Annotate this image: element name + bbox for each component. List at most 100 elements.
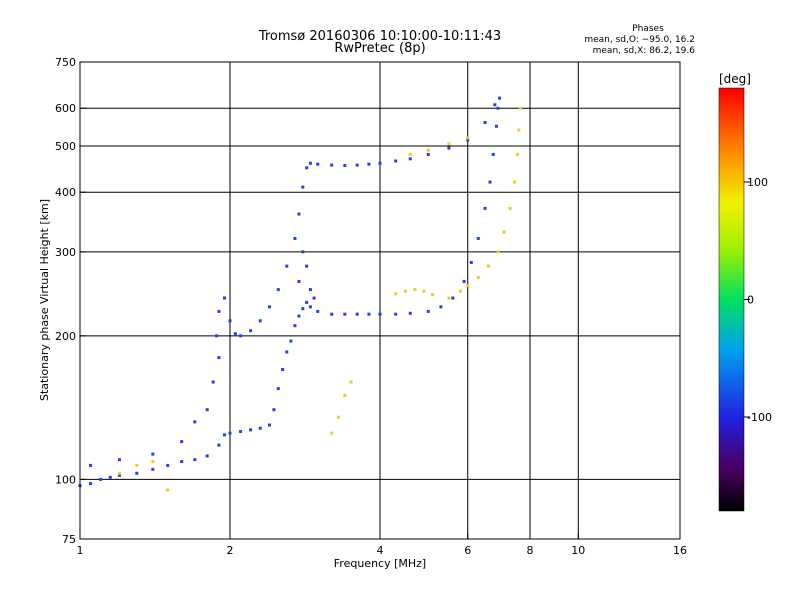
data-point <box>394 159 398 163</box>
data-point <box>458 289 462 293</box>
data-point <box>151 460 155 464</box>
data-point <box>228 431 232 435</box>
data-point <box>367 162 371 166</box>
data-point <box>301 185 305 189</box>
chart-subtitle: RwPretec (8p) <box>334 41 425 56</box>
data-point <box>343 312 347 316</box>
data-point <box>426 309 430 313</box>
data-point <box>422 289 426 293</box>
colorbar-tick-label: 0 <box>747 294 754 307</box>
colorbar-ticks: 100 0 -100 <box>744 176 772 424</box>
chart-title: Tromsø 20160306 10:10:00-10:11:43 <box>258 29 501 44</box>
data-point <box>330 163 334 167</box>
data-point <box>488 180 492 184</box>
data-point <box>239 430 243 434</box>
data-point <box>239 334 243 338</box>
data-point <box>496 250 500 254</box>
data-point <box>517 128 521 132</box>
data-point <box>151 467 155 471</box>
data-point <box>267 305 271 309</box>
data-point <box>276 387 280 391</box>
data-points <box>78 96 522 492</box>
data-point <box>447 142 451 146</box>
data-point <box>343 164 347 168</box>
data-point <box>258 426 262 430</box>
data-point <box>355 312 359 316</box>
data-point <box>205 408 209 412</box>
data-point <box>439 305 443 309</box>
data-point <box>469 260 473 264</box>
data-point <box>486 264 490 268</box>
data-point <box>336 415 340 419</box>
data-point <box>108 475 112 479</box>
colorbar <box>718 87 745 512</box>
data-point <box>301 250 305 254</box>
data-point <box>408 152 412 156</box>
data-point <box>233 332 237 336</box>
data-point <box>476 236 480 240</box>
data-point <box>330 312 334 316</box>
data-point <box>297 314 301 318</box>
data-point <box>408 311 412 315</box>
data-point <box>211 380 215 384</box>
data-point <box>515 152 519 156</box>
x-tick-label: 10 <box>571 544 585 557</box>
data-point <box>508 206 512 210</box>
data-point <box>249 428 253 432</box>
data-point <box>408 157 412 161</box>
data-point <box>217 443 221 447</box>
data-point <box>451 296 455 300</box>
data-point <box>285 264 289 268</box>
data-point <box>99 477 103 481</box>
data-point <box>205 454 209 458</box>
y-tick-label: 600 <box>55 102 76 115</box>
data-point <box>483 121 487 125</box>
data-point <box>223 433 227 437</box>
data-point <box>426 148 430 152</box>
data-point <box>297 279 301 283</box>
data-point <box>316 162 320 166</box>
data-point <box>305 264 309 268</box>
data-point <box>447 146 451 150</box>
x-tick-label: 1 <box>77 544 84 557</box>
data-point <box>135 471 139 475</box>
x-tick-label: 6 <box>464 544 471 557</box>
data-point <box>285 350 289 354</box>
y-tick-label: 500 <box>55 140 76 153</box>
y-tick-label: 750 <box>55 56 76 69</box>
data-point <box>117 471 121 475</box>
data-point <box>493 103 497 107</box>
data-point <box>117 458 121 462</box>
y-tick-label: 100 <box>55 473 76 486</box>
y-tick-label: 75 <box>62 533 76 546</box>
data-point <box>312 296 316 300</box>
data-point <box>466 136 470 140</box>
stats-line-x: mean, sd,X: 86.2, 19.6 <box>593 46 696 56</box>
data-point <box>180 440 184 444</box>
colorbar-tick-label: -100 <box>747 411 772 424</box>
data-point <box>180 460 184 464</box>
data-point <box>258 319 262 323</box>
data-point <box>293 324 297 328</box>
data-point <box>476 276 480 280</box>
data-point <box>215 334 219 338</box>
data-point <box>308 161 312 165</box>
axis-ticks: 1 2 4 6 8 10 16 75 100 200 300 400 500 600 750 <box>55 56 687 557</box>
x-tick-label: 16 <box>673 544 687 557</box>
data-point <box>289 339 293 343</box>
data-point <box>293 236 297 240</box>
data-point <box>462 279 466 283</box>
data-point <box>316 309 320 313</box>
stats-line-o: mean, sd,O: −95.0, 16.2 <box>584 35 695 45</box>
data-point <box>193 420 197 424</box>
data-point <box>297 212 301 216</box>
data-point <box>89 463 93 467</box>
data-point <box>301 307 305 311</box>
data-point <box>413 288 417 292</box>
data-point <box>249 329 253 333</box>
data-point <box>367 312 371 316</box>
data-point <box>151 452 155 456</box>
data-point <box>498 96 502 100</box>
data-point <box>89 482 93 486</box>
data-point <box>281 367 285 371</box>
